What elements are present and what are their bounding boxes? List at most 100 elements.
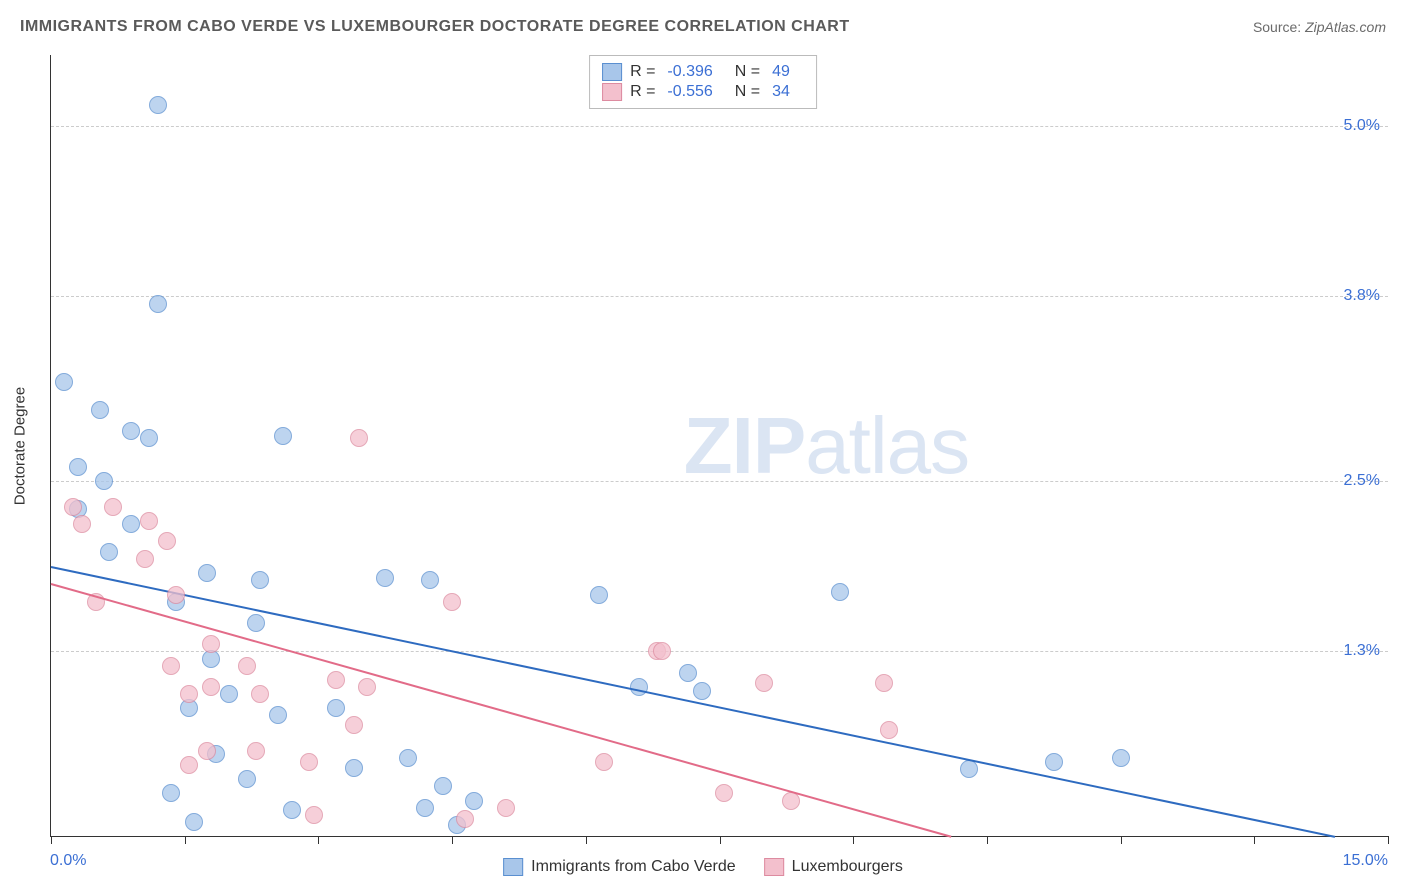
gridline <box>51 481 1388 482</box>
data-point <box>283 801 301 819</box>
data-point <box>198 742 216 760</box>
legend-stats: R = -0.396 N = 49 R = -0.556 N = 34 <box>589 55 817 109</box>
data-point <box>595 753 613 771</box>
data-point <box>305 806 323 824</box>
data-point <box>162 784 180 802</box>
data-point <box>202 635 220 653</box>
chart-plot-area: ZIPatlas 1.3%2.5%3.8%5.0% <box>50 55 1388 837</box>
x-axis-min-label: 0.0% <box>50 852 86 870</box>
data-point <box>715 784 733 802</box>
data-point <box>149 295 167 313</box>
data-point <box>100 543 118 561</box>
data-point <box>180 756 198 774</box>
data-point <box>69 458 87 476</box>
data-point <box>376 569 394 587</box>
data-point <box>358 678 376 696</box>
chart-header: IMMIGRANTS FROM CABO VERDE VS LUXEMBOURG… <box>20 18 1386 36</box>
stat-r-label: R = <box>630 83 655 101</box>
data-point <box>350 429 368 447</box>
watermark-bold: ZIP <box>684 401 805 490</box>
gridline <box>51 126 1388 127</box>
data-point <box>274 427 292 445</box>
data-point <box>140 429 158 447</box>
data-point <box>185 813 203 831</box>
data-point <box>247 742 265 760</box>
chart-title: IMMIGRANTS FROM CABO VERDE VS LUXEMBOURG… <box>20 18 850 36</box>
data-point <box>140 512 158 530</box>
x-tick <box>1121 836 1122 844</box>
data-point <box>162 657 180 675</box>
x-tick <box>720 836 721 844</box>
data-point <box>136 550 154 568</box>
stat-r-value: -0.396 <box>667 63 712 81</box>
data-point <box>399 749 417 767</box>
data-point <box>1045 753 1063 771</box>
legend-swatch <box>602 63 622 81</box>
data-point <box>55 373 73 391</box>
data-point <box>180 685 198 703</box>
legend-swatch <box>503 858 523 876</box>
x-tick <box>185 836 186 844</box>
x-tick <box>51 836 52 844</box>
data-point <box>73 515 91 533</box>
y-tick-label: 1.3% <box>1344 642 1380 660</box>
legend-swatch <box>602 83 622 101</box>
data-point <box>345 759 363 777</box>
x-tick <box>318 836 319 844</box>
data-point <box>64 498 82 516</box>
data-point <box>1112 749 1130 767</box>
data-point <box>91 401 109 419</box>
data-point <box>247 614 265 632</box>
data-point <box>456 810 474 828</box>
data-point <box>875 674 893 692</box>
source-value: ZipAtlas.com <box>1305 19 1386 35</box>
data-point <box>590 586 608 604</box>
legend-series-item: Immigrants from Cabo Verde <box>503 858 736 876</box>
data-point <box>679 664 697 682</box>
data-point <box>755 674 773 692</box>
data-point <box>465 792 483 810</box>
x-tick <box>452 836 453 844</box>
data-point <box>421 571 439 589</box>
x-tick <box>853 836 854 844</box>
data-point <box>251 571 269 589</box>
stat-n-label: N = <box>735 83 760 101</box>
stat-r-value: -0.556 <box>667 83 712 101</box>
x-tick <box>586 836 587 844</box>
legend-series: Immigrants from Cabo Verde Luxembourgers <box>503 858 903 876</box>
legend-series-name: Immigrants from Cabo Verde <box>531 858 736 876</box>
gridline <box>51 651 1388 652</box>
data-point <box>122 422 140 440</box>
data-point <box>497 799 515 817</box>
y-tick-label: 5.0% <box>1344 117 1380 135</box>
data-point <box>269 706 287 724</box>
data-point <box>158 532 176 550</box>
legend-series-item: Luxembourgers <box>764 858 903 876</box>
stat-r-label: R = <box>630 63 655 81</box>
data-point <box>345 716 363 734</box>
data-point <box>327 671 345 689</box>
data-point <box>693 682 711 700</box>
data-point <box>238 770 256 788</box>
data-point <box>653 642 671 660</box>
data-point <box>416 799 434 817</box>
stat-n-value: 49 <box>772 63 790 81</box>
data-point <box>202 678 220 696</box>
data-point <box>149 96 167 114</box>
data-point <box>95 472 113 490</box>
data-point <box>327 699 345 717</box>
data-point <box>831 583 849 601</box>
legend-stat-row: R = -0.556 N = 34 <box>602 83 804 101</box>
data-point <box>960 760 978 778</box>
stat-n-value: 34 <box>772 83 790 101</box>
legend-series-name: Luxembourgers <box>792 858 903 876</box>
x-tick <box>987 836 988 844</box>
data-point <box>238 657 256 675</box>
data-point <box>434 777 452 795</box>
source-credit: Source: ZipAtlas.com <box>1253 19 1386 35</box>
watermark: ZIPatlas <box>684 400 969 492</box>
data-point <box>198 564 216 582</box>
x-tick <box>1388 836 1389 844</box>
source-label: Source: <box>1253 19 1301 35</box>
stat-n-label: N = <box>735 63 760 81</box>
